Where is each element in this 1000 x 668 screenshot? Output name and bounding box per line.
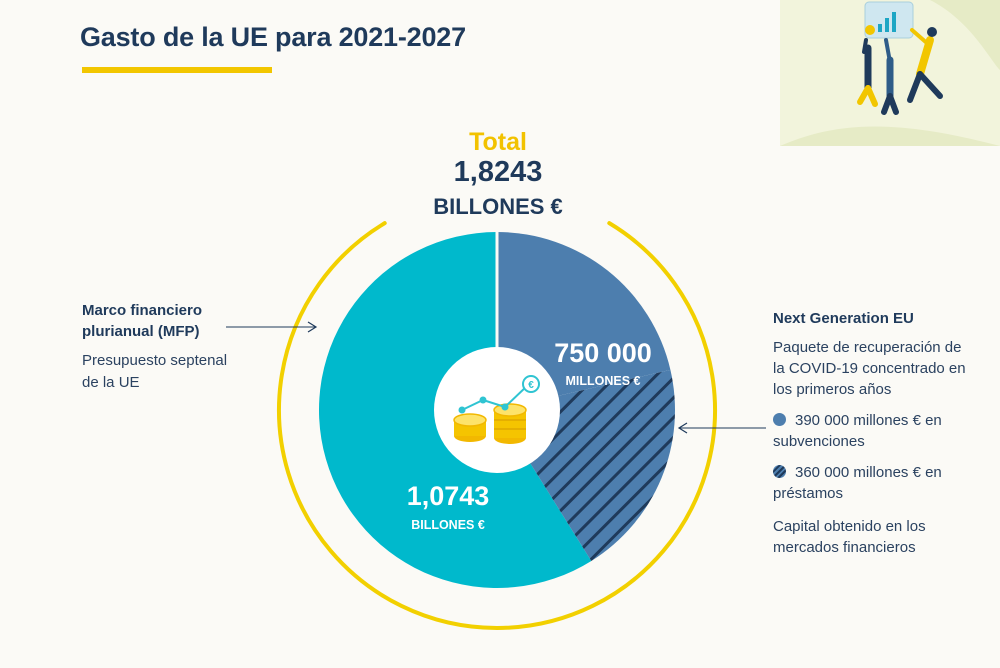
- ngeu-unit-label: MILLONES €: [565, 374, 640, 388]
- legend-item-grants: 390 000 millones € en subvenciones: [773, 410, 973, 452]
- mfp-value-label: 1,0743: [407, 481, 490, 511]
- title-underline: [82, 67, 272, 73]
- mfp-unit-label: BILLONES €: [411, 518, 485, 532]
- svg-text:€: €: [528, 380, 534, 391]
- ngeu-annotation: Next Generation EU Paquete de recuperaci…: [773, 310, 973, 558]
- coins-growth-icon: €: [453, 375, 540, 444]
- mfp-heading: Marco financiero plurianual (MFP): [82, 302, 203, 340]
- hatched-dot-icon: [773, 465, 786, 478]
- ngeu-footnote: Capital obtenido en los mercados financi…: [773, 518, 926, 556]
- mfp-description: Presupuesto septenal de la UE: [82, 352, 228, 391]
- ngeu-value-label: 750 000: [554, 338, 652, 368]
- ngeu-heading: Next Generation EU: [773, 310, 914, 327]
- left-connector: [226, 321, 318, 333]
- total-label: Total: [469, 128, 527, 156]
- mfp-annotation: Marco financiero plurianual (MFP) Presup…: [82, 300, 242, 394]
- legend-grants-text: 390 000 millones € en subvenciones: [773, 412, 942, 450]
- people-holding-chart-illustration: [780, 0, 1000, 146]
- legend-loans-text: 360 000 millones € en préstamos: [773, 464, 942, 502]
- right-connector: [677, 422, 766, 434]
- total-unit: BILLONES €: [433, 194, 563, 219]
- page-title: Gasto de la UE para 2021-2027: [80, 22, 466, 52]
- total-value: 1,8243: [453, 156, 543, 188]
- legend-item-loans: 360 000 millones € en préstamos: [773, 462, 973, 504]
- center-icon: €: [434, 347, 560, 473]
- outer-ring: [277, 221, 717, 630]
- ngeu-description: Paquete de recuperación de la COVID-19 c…: [773, 339, 966, 398]
- solid-dot-icon: [773, 413, 786, 426]
